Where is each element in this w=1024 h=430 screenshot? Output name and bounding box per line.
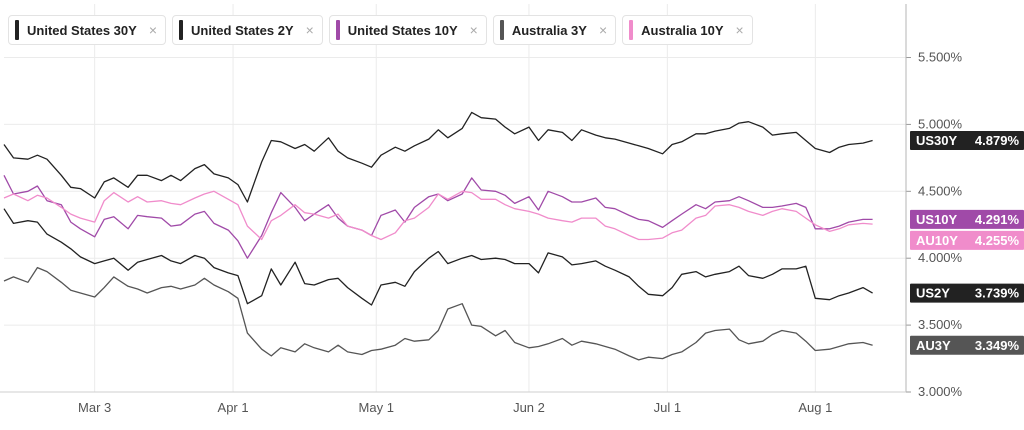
legend-label: United States 2Y bbox=[191, 22, 294, 38]
legend-chip-au10y[interactable]: Australia 10Y × bbox=[622, 15, 753, 45]
x-tick-label: May 1 bbox=[359, 400, 394, 415]
x-tick-label: Mar 3 bbox=[78, 400, 111, 415]
end-label-name: US2Y bbox=[916, 286, 950, 301]
end-label-name: US30Y bbox=[916, 133, 958, 148]
y-tick-label: 5.000% bbox=[918, 116, 963, 131]
end-label-name: US10Y bbox=[916, 212, 958, 227]
legend-swatch bbox=[15, 20, 19, 40]
x-tick-label: Aug 1 bbox=[798, 400, 832, 415]
legend-chip-us10y[interactable]: United States 10Y × bbox=[328, 15, 487, 45]
series-line-us2y bbox=[3, 208, 873, 306]
y-tick-label: 3.000% bbox=[918, 384, 963, 399]
legend-label: Australia 3Y bbox=[511, 22, 587, 38]
series-line-au10y bbox=[3, 190, 873, 241]
series-line-us30y bbox=[3, 111, 873, 203]
x-tick-label: Apr 1 bbox=[218, 400, 249, 415]
end-label-name: AU3Y bbox=[916, 338, 951, 353]
close-icon[interactable]: × bbox=[735, 22, 744, 38]
legend-chip-au3y[interactable]: Australia 3Y × bbox=[492, 15, 617, 45]
end-label-badge bbox=[910, 335, 1024, 355]
legend-swatch bbox=[629, 20, 634, 40]
legend-label: United States 10Y bbox=[347, 22, 458, 38]
x-tick-label: Jul 1 bbox=[654, 400, 681, 415]
close-icon[interactable]: × bbox=[305, 22, 314, 38]
series-lines bbox=[3, 111, 873, 361]
end-label-value: 3.739% bbox=[975, 286, 1020, 301]
close-icon[interactable]: × bbox=[598, 22, 608, 38]
end-labels: US30Y 4.879% US10Y 4.291% AU10Y 4.255% US2Y 3.7… bbox=[910, 130, 1024, 355]
legend-chip-us2y[interactable]: United States 2Y × bbox=[172, 15, 323, 45]
series-line-us10y bbox=[3, 175, 873, 259]
axes: 3.000% 3.500% 4.000% 4.500% 5.000% 5.500% Mar … bbox=[0, 4, 963, 415]
y-tick-label: 4.000% bbox=[918, 250, 963, 265]
end-label-value: 4.291% bbox=[975, 212, 1020, 227]
end-label-badge bbox=[910, 230, 1024, 250]
legend-swatch bbox=[179, 20, 184, 40]
legend-swatch bbox=[499, 20, 504, 40]
end-label-value: 4.879% bbox=[975, 133, 1020, 148]
y-tick-label: 3.500% bbox=[918, 317, 963, 332]
close-icon[interactable]: × bbox=[469, 22, 478, 38]
legend-swatch bbox=[335, 20, 340, 40]
end-label-value: 3.349% bbox=[975, 338, 1020, 353]
legend-label: Australia 10Y bbox=[641, 22, 724, 38]
legend: United States 30Y × United States 2Y × U… bbox=[8, 12, 753, 48]
end-label-value: 4.255% bbox=[975, 233, 1020, 248]
close-icon[interactable]: × bbox=[148, 22, 158, 38]
end-label-name: AU10Y bbox=[916, 233, 958, 248]
x-tick-label: Jun 2 bbox=[513, 400, 545, 415]
series-line-au3y bbox=[3, 266, 873, 361]
grid bbox=[4, 4, 906, 393]
end-label-badge bbox=[910, 283, 1024, 303]
legend-chip-us30y[interactable]: United States 30Y × bbox=[8, 15, 167, 45]
end-label-badge bbox=[910, 130, 1024, 150]
y-tick-label: 5.500% bbox=[918, 50, 963, 65]
y-tick-label: 4.500% bbox=[918, 183, 963, 198]
legend-label: United States 30Y bbox=[27, 22, 137, 38]
end-label-badge bbox=[910, 209, 1024, 229]
